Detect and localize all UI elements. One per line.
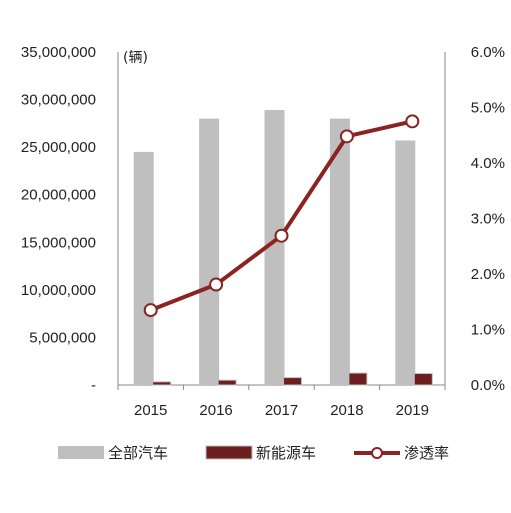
y-left-tick-label: 5,000,000 bbox=[29, 329, 96, 346]
penetration-point-2016 bbox=[209, 277, 224, 292]
tick-labels: - 5,000,000 10,000,000 15,000,000 20,000,000… bbox=[21, 44, 505, 419]
y-left-tick-label: 15,000,000 bbox=[21, 234, 96, 251]
bar-nev-2019 bbox=[413, 373, 433, 386]
legend-label-all-cars: 全部汽车 bbox=[108, 444, 168, 462]
penetration-point-2017 bbox=[274, 228, 289, 243]
x-tick-label: 2015 bbox=[134, 402, 167, 419]
penetration-point-2015 bbox=[143, 303, 158, 318]
y-left-tick-label: 10,000,000 bbox=[21, 282, 96, 299]
unit-label: (辆) bbox=[123, 50, 148, 66]
legend-label-nev: 新能源车 bbox=[256, 444, 316, 462]
legend-marker-penetration bbox=[371, 447, 383, 459]
bar-all-cars-2018 bbox=[329, 118, 350, 385]
y-left-tick-label: - bbox=[91, 377, 96, 394]
y-right-tick-label: 5.0% bbox=[471, 100, 505, 117]
x-tick-label: 2019 bbox=[396, 402, 429, 419]
legend-label-penetration: 渗透率 bbox=[404, 444, 449, 462]
y-right-tick-label: 6.0% bbox=[471, 44, 505, 61]
bar-nev-2017 bbox=[283, 377, 302, 386]
x-tick-label: 2017 bbox=[265, 402, 298, 419]
legend-swatch-all-cars bbox=[58, 446, 104, 459]
y-right-tick-label: 1.0% bbox=[471, 322, 505, 339]
bar-all-cars-2017 bbox=[264, 110, 285, 385]
bar-nev-2015 bbox=[152, 381, 172, 386]
bars bbox=[133, 110, 433, 386]
y-left-tick-label: 20,000,000 bbox=[21, 187, 96, 204]
y-right-tick-label: 2.0% bbox=[471, 266, 505, 283]
bar-nev-2018 bbox=[348, 372, 368, 386]
legend: 全部汽车 新能源车 渗透率 bbox=[58, 444, 449, 462]
bar-nev-2016 bbox=[217, 379, 237, 386]
y-left-tick-label: 30,000,000 bbox=[21, 92, 96, 109]
y-right-tick-label: 0.0% bbox=[471, 377, 505, 394]
y-left-tick-label: 35,000,000 bbox=[21, 44, 96, 61]
bar-all-cars-2016 bbox=[199, 118, 220, 385]
penetration-point-2018 bbox=[339, 129, 354, 144]
x-tick-label: 2018 bbox=[330, 402, 363, 419]
penetration-line bbox=[143, 114, 420, 318]
legend-swatch-nev bbox=[205, 445, 253, 460]
y-right-tick-label: 3.0% bbox=[471, 211, 505, 228]
penetration-point-2019 bbox=[405, 114, 420, 129]
x-tick-label: 2016 bbox=[199, 402, 232, 419]
bar-all-cars-2015 bbox=[133, 151, 154, 385]
bar-all-cars-2019 bbox=[395, 140, 416, 385]
y-left-tick-label: 25,000,000 bbox=[21, 139, 96, 156]
y-right-tick-label: 4.0% bbox=[471, 155, 505, 172]
